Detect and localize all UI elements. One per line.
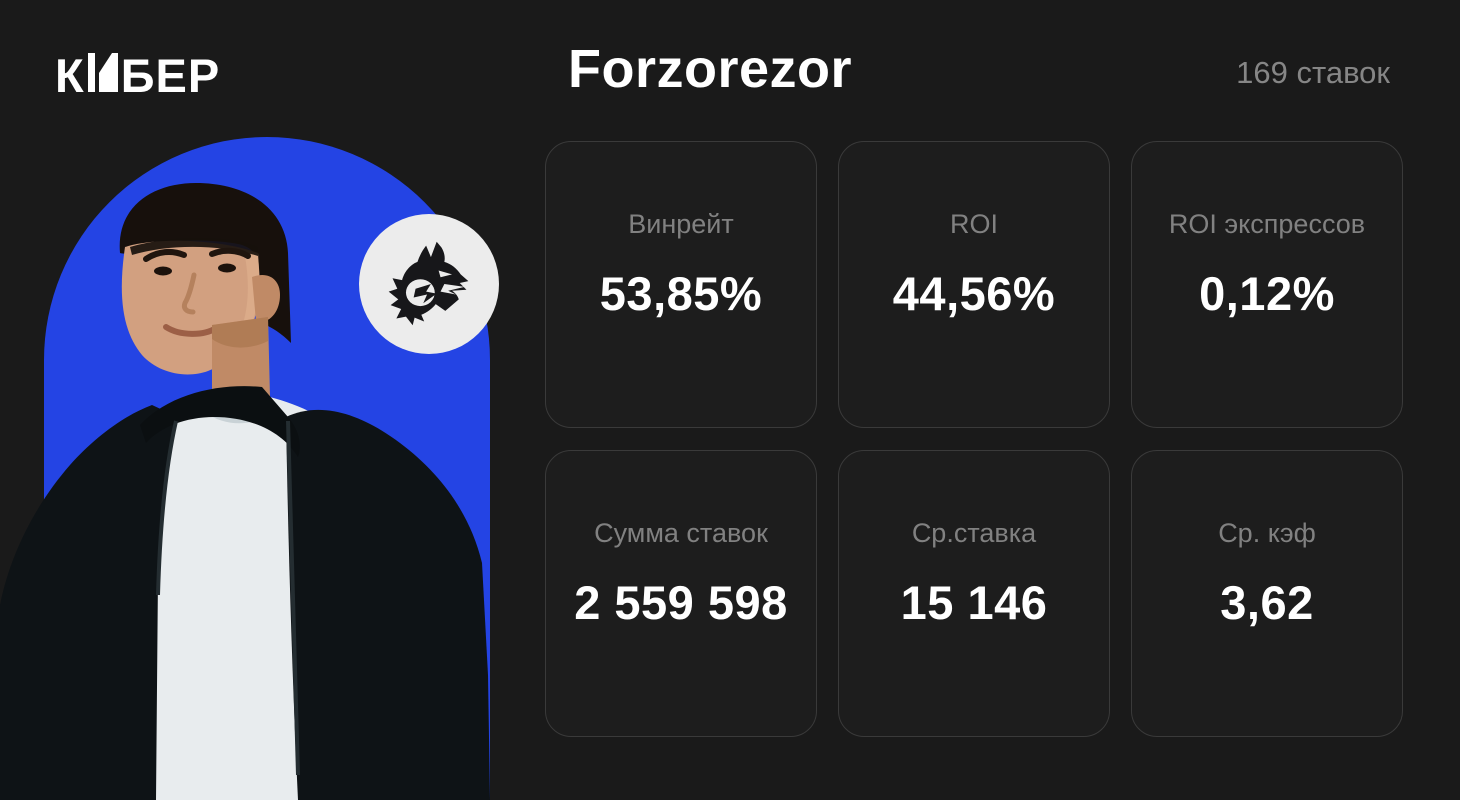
stat-value: 15 146	[900, 575, 1048, 629]
stat-label: ROI	[949, 208, 998, 239]
stat-value: 3,62	[1220, 575, 1314, 629]
stat-label: ROI экспрессов	[1168, 208, 1366, 239]
stat-label: Ср.ставка	[911, 517, 1037, 548]
stylized-letter-i-icon	[87, 52, 118, 99]
player-portrait	[0, 183, 490, 800]
kiber-logo-prefix: К	[55, 49, 85, 102]
stat-label: Ср. кэф	[1218, 517, 1316, 548]
hero-section	[0, 0, 540, 800]
bets-count: 169 ставок	[1236, 55, 1390, 90]
team-badge	[359, 214, 499, 354]
team-spirit-dragon-icon	[388, 241, 469, 326]
stat-card-avg-bet: Ср.ставка 15 146	[838, 450, 1110, 737]
stat-card-roi-express: ROI экспрессов 0,12%	[1131, 141, 1403, 428]
stat-card-bets-sum: Сумма ставок 2 559 598	[545, 450, 817, 737]
stat-card-roi: ROI 44,56%	[838, 141, 1110, 428]
kiber-logo-suffix: БЕР	[120, 49, 221, 102]
stat-value: 0,12%	[1199, 266, 1335, 320]
stat-label: Сумма ставок	[594, 517, 768, 548]
stat-card-avg-odds: Ср. кэф 3,62	[1131, 450, 1403, 737]
stat-card-winrate: Винрейт 53,85%	[545, 141, 817, 428]
page-title: Forzorezor	[568, 39, 853, 99]
stat-value: 44,56%	[892, 266, 1056, 320]
stat-label: Винрейт	[628, 208, 734, 239]
stat-value: 53,85%	[599, 266, 763, 320]
stat-value: 2 559 598	[574, 575, 788, 629]
stats-grid: Винрейт 53,85% ROI 44,56% ROI экспрессов…	[545, 141, 1403, 737]
kiber-logo: К БЕР	[55, 52, 220, 99]
